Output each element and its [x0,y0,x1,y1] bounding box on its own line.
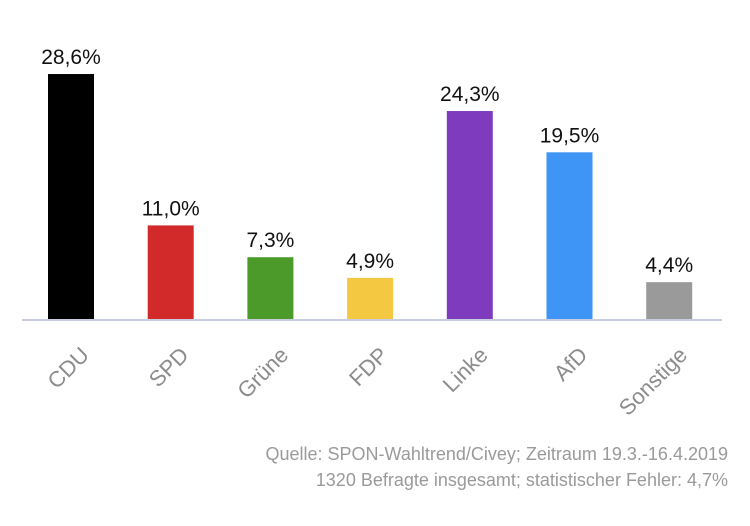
category-label-sonstige: Sonstige [614,342,692,420]
bar-cdu [48,74,94,320]
bar-fdp [347,277,394,320]
value-label-sonstige: 4,4% [645,254,693,277]
value-label-spd: 11,0% [142,197,200,220]
value-label-gr-ne: 7,3% [246,229,294,252]
bars-layer [48,74,693,321]
category-label-linke: Linke [438,342,493,397]
source-note-line-2: 1320 Befragte insgesamt; statistischer F… [315,470,728,490]
value-label-linke: 24,3% [440,83,500,106]
category-labels-layer: CDU SPD Grüne FDP Linke AfD Sonstige [42,342,692,420]
bar-spd [147,225,194,320]
category-label-spd: SPD [144,342,194,392]
value-label-fdp: 4,9% [346,250,394,273]
bar-gr-ne [247,257,294,320]
category-label-fdp: FDP [344,342,393,391]
source-note-line-1: Quelle: SPON-Wahltrend/Civey; Zeitraum 1… [265,444,728,464]
value-label-afd: 19,5% [540,124,600,147]
bar-sonstige [646,282,693,320]
category-label-afd: AfD [549,342,593,386]
bar-linke [446,111,493,321]
category-label-cdu: CDU [42,342,93,393]
bar-afd [546,152,593,320]
value-labels-layer: 28,6% 11,0% 7,3% 4,9% 24,3% 19,5% 4,4% [41,46,693,277]
category-label-gr-ne: Grüne [232,342,293,403]
value-label-cdu: 28,6% [41,46,101,69]
